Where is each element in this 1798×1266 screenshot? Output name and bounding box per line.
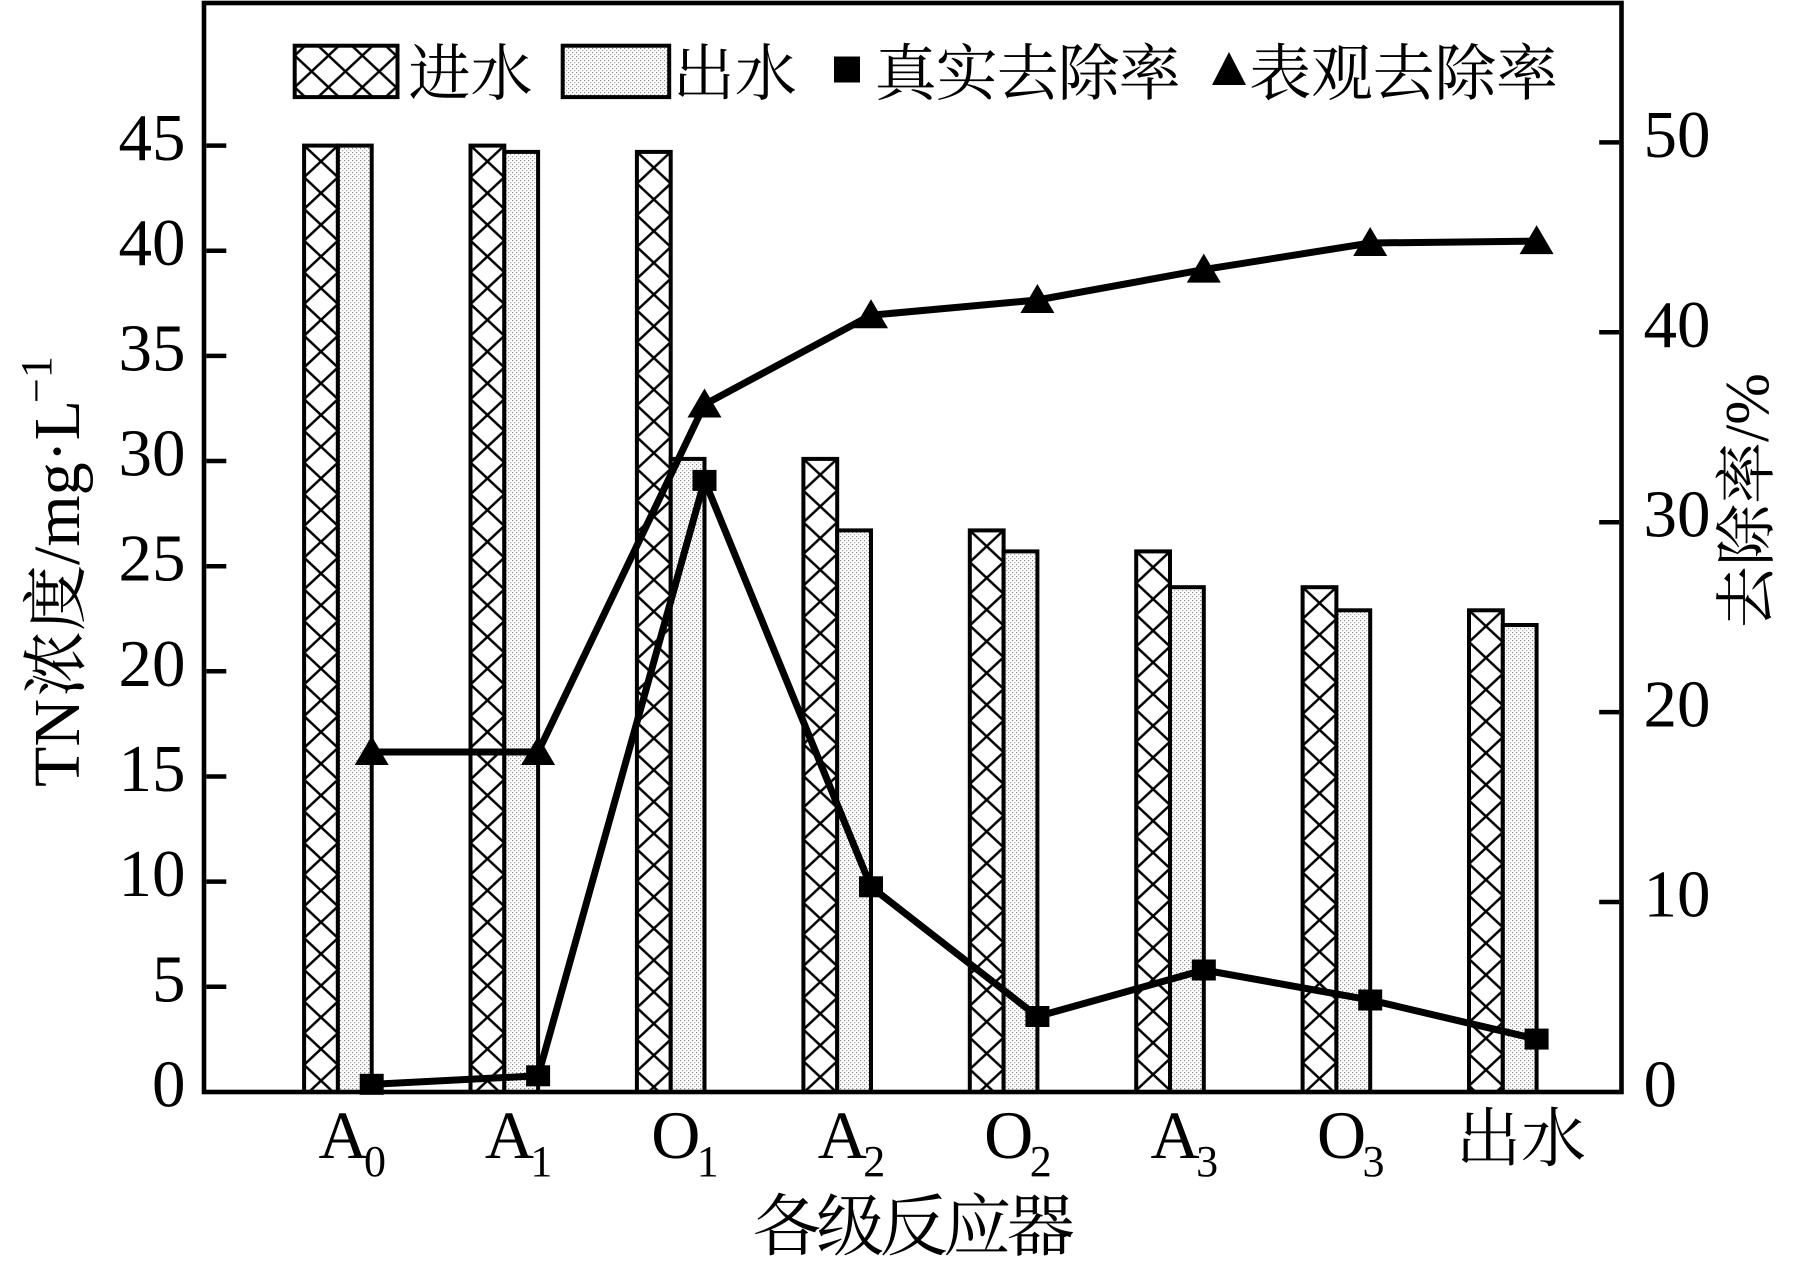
svg-text:/mg·L: /mg·L (21, 400, 94, 565)
svg-text:40: 40 (1644, 288, 1711, 362)
svg-text:A: A (1151, 1097, 1200, 1173)
svg-text:5: 5 (152, 942, 186, 1016)
svg-text:A: A (318, 1097, 367, 1173)
svg-text:A: A (485, 1097, 534, 1173)
svg-text:/%: /% (1714, 373, 1782, 442)
svg-text:0: 0 (1644, 1047, 1678, 1121)
svg-text:0: 0 (152, 1047, 186, 1121)
svg-text:30: 30 (1644, 478, 1711, 552)
svg-text:1: 1 (697, 1137, 719, 1186)
svg-text:30: 30 (119, 417, 186, 491)
svg-text:15: 15 (119, 732, 186, 806)
svg-text:O: O (984, 1097, 1033, 1173)
svg-text:O: O (1317, 1097, 1366, 1173)
svg-text:20: 20 (119, 627, 186, 701)
svg-text:25: 25 (119, 522, 186, 596)
svg-text:0: 0 (364, 1137, 386, 1186)
svg-text:2: 2 (863, 1137, 885, 1186)
svg-text:O: O (651, 1097, 700, 1173)
svg-text:10: 10 (119, 837, 186, 911)
svg-text:20: 20 (1644, 668, 1711, 742)
svg-text:10: 10 (1644, 858, 1711, 932)
svg-text:−1: −1 (12, 356, 61, 403)
svg-text:3: 3 (1363, 1137, 1385, 1186)
svg-text:50: 50 (1644, 98, 1711, 172)
svg-text:TN: TN (21, 699, 94, 787)
svg-text:40: 40 (119, 206, 186, 280)
svg-text:1: 1 (530, 1137, 552, 1186)
svg-text:3: 3 (1196, 1137, 1218, 1186)
svg-text:A: A (818, 1097, 867, 1173)
svg-text:2: 2 (1030, 1137, 1052, 1186)
svg-text:35: 35 (119, 311, 186, 385)
svg-text:45: 45 (119, 101, 186, 175)
